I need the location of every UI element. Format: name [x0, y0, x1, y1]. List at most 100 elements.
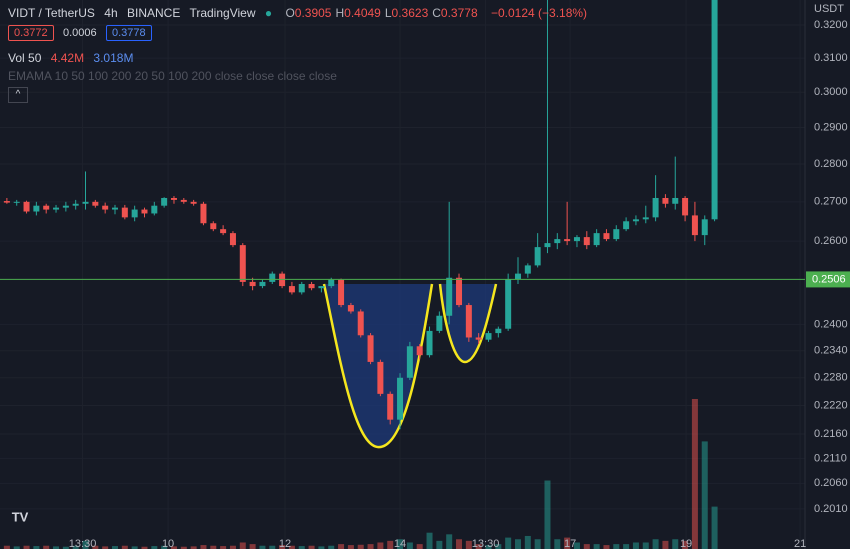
volume-bar: [387, 540, 394, 549]
candle-body: [141, 209, 148, 214]
y-tick-label: 0.3000: [814, 86, 848, 98]
volume-bar: [72, 545, 79, 549]
volume-bar: [416, 544, 423, 549]
volume-bar: [465, 540, 472, 549]
candle-body: [220, 229, 227, 234]
candle-body: [161, 197, 168, 206]
candle-body: [701, 219, 708, 236]
candle-body: [613, 229, 620, 240]
volume-bar: [554, 539, 561, 549]
buy-price[interactable]: 0.3778: [106, 25, 152, 41]
volume-bar: [298, 546, 305, 549]
ohlc-value: 0.4049: [344, 6, 381, 20]
candle-body: [13, 201, 20, 203]
volume-bar: [397, 539, 404, 549]
ohlc-key: H: [335, 6, 345, 20]
volume-value: 4.42M: [50, 51, 85, 65]
volume-bar: [377, 542, 384, 549]
volume-bar: [308, 545, 315, 549]
candle-body: [102, 205, 109, 210]
candle-body: [210, 223, 217, 230]
change: −0.0124 (−3.18%): [490, 6, 588, 20]
x-tick-label: 10: [162, 538, 174, 549]
x-tick-label: 14: [394, 538, 406, 549]
plot: [3, 0, 718, 549]
candle-body: [662, 197, 669, 204]
candle-body: [416, 346, 423, 356]
volume-bar: [495, 544, 502, 549]
candle-body: [554, 239, 561, 244]
candle-body: [465, 305, 472, 338]
candle-body: [495, 328, 502, 334]
volume-bar: [170, 546, 177, 549]
volume-bar: [505, 537, 512, 549]
y-tick-label: 0.2220: [814, 399, 848, 411]
candle-body: [446, 277, 453, 316]
candle-body: [573, 237, 580, 242]
volume-bar: [102, 546, 109, 549]
candle-body: [190, 201, 197, 204]
y-tick-label: 0.2340: [814, 345, 848, 357]
candle-body: [377, 361, 384, 394]
volume-bar: [151, 546, 158, 549]
candle-body: [583, 237, 590, 246]
candle-body: [514, 273, 521, 280]
volume-bar: [514, 539, 521, 549]
x-tick-label: 13:30: [69, 538, 97, 549]
ohlc-value: 0.3623: [391, 6, 429, 20]
volume-bar: [347, 545, 354, 549]
ohlc-key: C: [432, 6, 441, 20]
candle-body: [200, 203, 207, 224]
volume-line: Vol 50 4.42M 3.018M: [8, 51, 139, 65]
volume-bar: [632, 542, 639, 549]
volume-bar: [701, 441, 708, 549]
candle-body: [524, 265, 531, 274]
volume-bar: [593, 544, 600, 549]
collapse-button[interactable]: ^: [8, 87, 28, 103]
candle-body: [691, 215, 698, 236]
ohlc-value: 0.3778: [440, 6, 478, 20]
candle-body: [682, 197, 689, 216]
volume-bar: [318, 546, 325, 549]
candle-body: [623, 221, 630, 230]
volume-bar: [691, 399, 698, 549]
interval[interactable]: 4h: [104, 6, 118, 20]
candle-body: [269, 273, 276, 282]
volume-bar: [623, 544, 630, 549]
quote-line: 0.3772 0.0006 0.3778: [8, 25, 158, 41]
candle-body: [308, 283, 315, 289]
y-tick-label: 0.2400: [814, 318, 848, 330]
volume-bar: [328, 545, 335, 549]
candle-body: [82, 201, 89, 204]
tv-logo[interactable]: TV: [12, 509, 29, 524]
volume-bar: [573, 542, 580, 549]
y-tick-label: 0.2600: [814, 235, 848, 247]
candle-body: [544, 243, 551, 248]
volume-bar: [92, 545, 99, 549]
handle-curve: [438, 283, 498, 364]
symbol[interactable]: VIDT / TetherUS: [8, 6, 95, 20]
volume-bar: [367, 544, 374, 549]
volume-bar: [485, 545, 492, 549]
candle-body: [485, 333, 492, 340]
candle-body: [112, 207, 118, 210]
volume-bar: [711, 506, 718, 549]
candle-body: [239, 245, 246, 282]
candle-body: [288, 286, 295, 293]
y-tick-label: 0.2900: [814, 121, 848, 133]
candle-body: [229, 233, 236, 246]
candle-body: [62, 205, 69, 208]
volume-bar: [43, 545, 50, 549]
volume-bar: [259, 545, 266, 549]
volume-bar: [3, 545, 10, 549]
candle-body: [603, 233, 610, 240]
candle-body: [298, 283, 305, 293]
sell-price[interactable]: 0.3772: [8, 25, 54, 41]
volume-bar: [210, 545, 217, 549]
volume-bar: [672, 539, 679, 549]
x-tick-label: 12: [279, 538, 291, 549]
volume-bar: [200, 545, 207, 549]
volume-bar: [426, 532, 433, 549]
